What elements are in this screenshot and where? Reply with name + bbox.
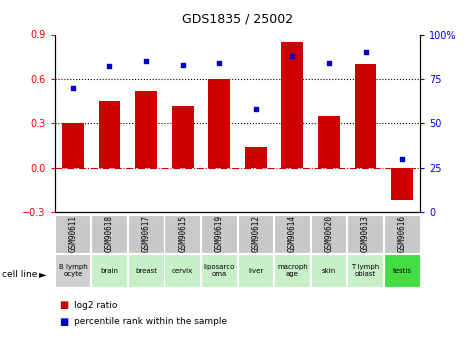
Bar xyxy=(238,215,273,253)
Text: GDS1835 / 25002: GDS1835 / 25002 xyxy=(182,12,293,25)
Text: percentile rank within the sample: percentile rank within the sample xyxy=(74,317,227,326)
Text: GSM90620: GSM90620 xyxy=(324,215,333,252)
Text: cell line: cell line xyxy=(2,270,38,279)
Bar xyxy=(238,254,273,287)
Point xyxy=(325,60,332,66)
Bar xyxy=(281,42,304,168)
Bar xyxy=(201,215,237,253)
Bar xyxy=(91,254,127,287)
Bar xyxy=(91,215,127,253)
Text: T lymph
oblast: T lymph oblast xyxy=(352,264,380,277)
Bar xyxy=(245,147,267,168)
Text: ■: ■ xyxy=(59,300,68,310)
Text: GSM90612: GSM90612 xyxy=(251,215,260,252)
Text: log2 ratio: log2 ratio xyxy=(74,301,117,310)
Text: skin: skin xyxy=(322,268,336,274)
Text: cervix: cervix xyxy=(172,268,193,274)
Point xyxy=(179,62,186,68)
Text: breast: breast xyxy=(135,268,157,274)
Text: ►: ► xyxy=(39,269,47,279)
Text: liposarco
oma: liposarco oma xyxy=(203,264,235,277)
Bar xyxy=(62,124,84,168)
Text: ■: ■ xyxy=(59,317,68,326)
Bar xyxy=(274,254,310,287)
Bar xyxy=(98,101,121,168)
Text: GSM90615: GSM90615 xyxy=(178,215,187,252)
Bar xyxy=(384,254,419,287)
Point xyxy=(69,85,77,91)
Text: GSM90611: GSM90611 xyxy=(68,215,77,252)
Bar xyxy=(347,215,383,253)
Text: GSM90618: GSM90618 xyxy=(105,215,114,252)
Text: GSM90614: GSM90614 xyxy=(288,215,297,252)
Text: GSM90619: GSM90619 xyxy=(215,215,224,252)
Text: GSM90616: GSM90616 xyxy=(398,215,407,252)
Bar xyxy=(55,254,90,287)
Bar xyxy=(311,215,346,253)
Bar xyxy=(347,254,383,287)
Bar xyxy=(354,64,377,168)
Point xyxy=(398,156,406,161)
Point xyxy=(142,58,150,64)
Bar xyxy=(201,254,237,287)
Text: GSM90617: GSM90617 xyxy=(142,215,151,252)
Point xyxy=(289,53,296,59)
Bar xyxy=(164,215,200,253)
Bar xyxy=(384,215,419,253)
Text: macroph
age: macroph age xyxy=(277,264,308,277)
Point xyxy=(252,106,259,112)
Text: brain: brain xyxy=(101,268,118,274)
Bar xyxy=(208,79,230,168)
Point xyxy=(105,64,113,69)
Bar xyxy=(164,254,200,287)
Bar xyxy=(55,215,90,253)
Bar xyxy=(128,215,163,253)
Text: B lymph
ocyte: B lymph ocyte xyxy=(58,264,87,277)
Bar xyxy=(171,106,194,168)
Point xyxy=(362,50,370,55)
Bar xyxy=(391,168,413,200)
Bar xyxy=(135,91,157,168)
Bar xyxy=(128,254,163,287)
Bar xyxy=(318,116,340,168)
Point xyxy=(216,60,223,66)
Text: GSM90613: GSM90613 xyxy=(361,215,370,252)
Bar xyxy=(274,215,310,253)
Text: liver: liver xyxy=(248,268,264,274)
Bar xyxy=(311,254,346,287)
Text: testis: testis xyxy=(392,268,411,274)
